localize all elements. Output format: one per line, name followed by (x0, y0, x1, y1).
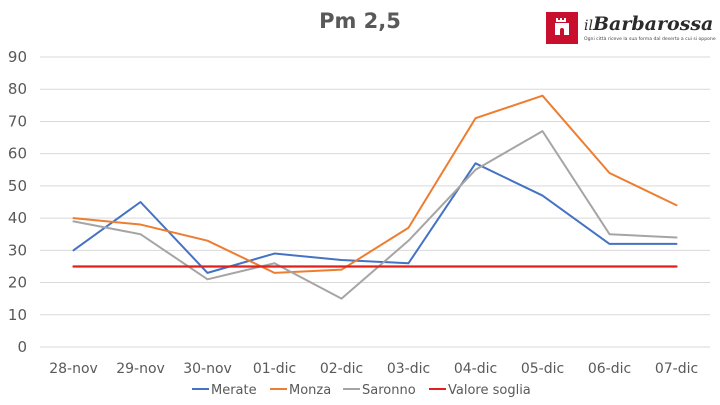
y-tick-label: 90 (8, 48, 27, 66)
legend-label: Monza (289, 383, 331, 398)
y-tick-label: 40 (8, 209, 27, 227)
y-tick-label: 20 (8, 274, 27, 292)
x-axis-ticks: 28-nov 29-nov 30-nov 01-dic 02-dic 03-dic 04-d… (49, 361, 698, 377)
legend-label: Saronno (362, 383, 416, 398)
logo: ilBarbarossa Ogni città riceve la sua fo… (546, 12, 716, 44)
x-tick-label: 29-nov (116, 361, 165, 377)
x-tick-label: 03-dic (387, 361, 430, 377)
y-tick-label: 0 (17, 338, 27, 356)
logo-name-text: ilBarbarossa (584, 13, 713, 35)
series-monza (72, 94, 678, 274)
y-tick-label: 80 (8, 80, 27, 98)
logo-tagline: Ogni città riceve la sua forma dal deser… (584, 35, 716, 42)
legend-label: Merate (211, 383, 257, 398)
series-merate (72, 162, 678, 274)
x-tick-label: 04-dic (454, 361, 497, 377)
y-tick-label: 60 (8, 145, 27, 163)
y-axis-ticks: 0 10 20 30 40 50 60 70 80 90 (8, 48, 27, 356)
x-tick-label: 02-dic (320, 361, 363, 377)
y-tick-label: 10 (8, 306, 27, 324)
gridlines (40, 56, 710, 348)
y-tick-label: 70 (8, 112, 27, 130)
legend: Merate Monza Saronno Valore soglia (192, 383, 531, 398)
logo-name-prefix: il (584, 18, 593, 34)
castle-door-icon (560, 28, 564, 35)
series-line (72, 162, 678, 274)
logo-name: Barbarossa (592, 13, 713, 35)
legend-label: Valore soglia (448, 383, 531, 398)
x-tick-label: 07-dic (655, 361, 698, 377)
castle-icon (555, 18, 569, 35)
x-tick-label: 01-dic (253, 361, 296, 377)
series-line (72, 130, 678, 300)
y-tick-label: 30 (8, 241, 27, 259)
x-tick-label: 06-dic (588, 361, 631, 377)
x-tick-label: 30-nov (183, 361, 232, 377)
chart-title: Pm 2,5 (319, 9, 401, 33)
series-lines (72, 94, 678, 300)
y-tick-label: 50 (8, 177, 27, 195)
x-tick-label: 28-nov (49, 361, 98, 377)
x-tick-label: 05-dic (521, 361, 564, 377)
series-saronno (72, 130, 678, 300)
series-line (72, 94, 678, 274)
